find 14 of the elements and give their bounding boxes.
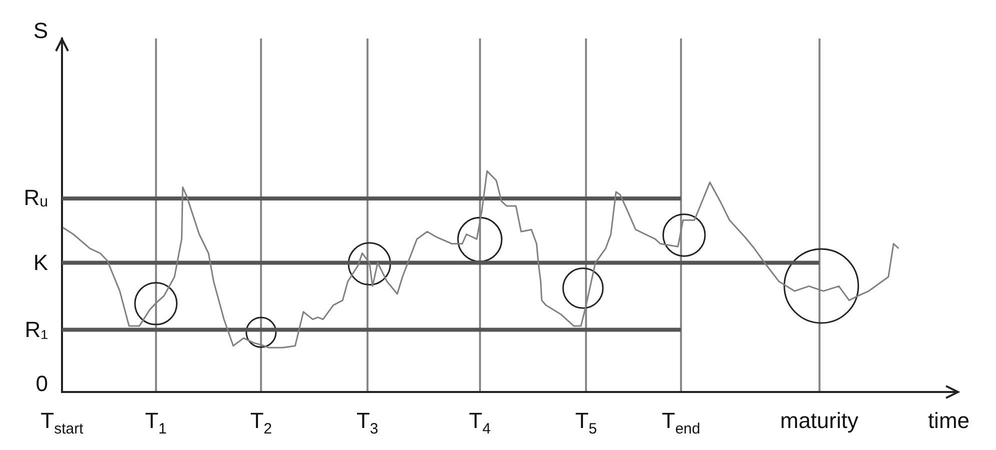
text: S (33, 18, 48, 42)
x-axis-title: time (928, 408, 970, 433)
x-tick-label: T$_{3}$ (356, 408, 378, 438)
x-tick-label: T$_{4}$ (468, 408, 491, 438)
x-tick-label: T$_{1}$ (144, 408, 167, 438)
series-label: R₁ (24, 316, 48, 342)
x-tick-label: T$_{2}$ (250, 408, 272, 438)
x-tick-label: T$_{end}$ (662, 408, 700, 438)
series-label: K (33, 250, 48, 275)
x-tick-label: maturity (780, 408, 858, 433)
text: 0 (36, 371, 48, 396)
series-label: Rᵤ (24, 185, 48, 210)
x-tick-label: T$_{5}$ (575, 408, 597, 438)
x-tick-label: T$_{start}$ (40, 408, 84, 438)
